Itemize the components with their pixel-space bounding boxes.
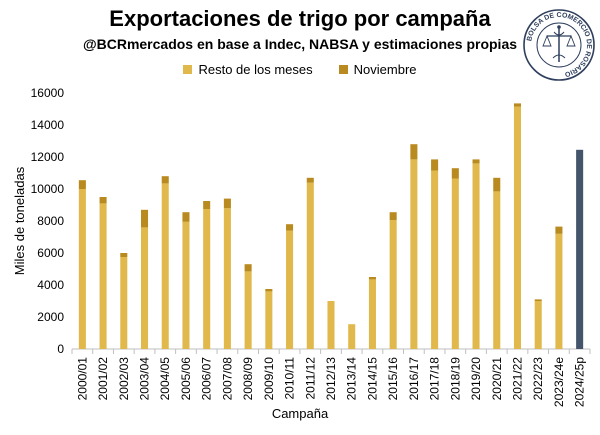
bar-resto	[534, 301, 542, 349]
y-tick-label: 0	[57, 342, 64, 356]
chart-subtitle: @BCRmercados en base a Indec, NABSA y es…	[82, 36, 518, 52]
bar-resto	[451, 178, 459, 349]
x-tick-label: 2021/22	[510, 357, 524, 401]
bar-noviembre	[244, 264, 252, 272]
x-tick-label: 2015/16	[386, 357, 400, 401]
bar-resto	[348, 324, 356, 349]
bar-noviembre	[513, 103, 522, 107]
bar-resto	[410, 159, 418, 349]
bar-resto	[203, 209, 211, 349]
bar-resto	[286, 230, 294, 349]
bar-resto	[306, 182, 314, 349]
bar-resto	[120, 257, 128, 349]
bar-resto	[99, 203, 107, 349]
legend-label-resto: Resto de los meses	[198, 62, 313, 77]
x-tick-label: 2020/21	[490, 357, 504, 401]
x-tick-label: 2007/08	[220, 357, 234, 401]
chart-title: Exportaciones de trigo por campaña	[109, 6, 491, 31]
y-axis-title: Miles de toneladas	[12, 166, 27, 275]
x-tick-label: 2012/13	[324, 357, 338, 401]
bar-noviembre	[120, 253, 128, 257]
y-tick-label: 4000	[37, 278, 64, 292]
bar-noviembre	[203, 201, 211, 209]
bar-resto	[182, 221, 190, 349]
x-tick-label: 2001/02	[96, 357, 110, 401]
x-tick-label: 2022/23	[531, 357, 545, 401]
x-tick-label: 2016/17	[407, 357, 421, 401]
y-tick-label: 8000	[37, 214, 64, 228]
x-tick-label: 2003/04	[138, 357, 152, 401]
bar-noviembre	[534, 299, 542, 301]
bar-resto	[555, 233, 563, 349]
legend-label-noviembre: Noviembre	[353, 62, 417, 77]
x-tick-label: 2009/10	[262, 357, 276, 401]
bar-resto	[472, 163, 480, 349]
bcr-seal-logo-icon: BOLSA DE COMERCIO DE ROSARIO	[523, 9, 595, 81]
y-tick-label: 12000	[31, 150, 65, 164]
bar-noviembre	[451, 168, 459, 179]
bar-resto	[78, 189, 86, 349]
x-axis-title: Campaña	[271, 406, 329, 421]
bar-resto	[513, 106, 522, 349]
chart-legend: Resto de los meses Noviembre	[0, 62, 600, 77]
x-tick-label: 2010/11	[283, 357, 297, 400]
bar-noviembre	[493, 177, 501, 192]
bar-resto	[223, 208, 231, 349]
bar-noviembre	[286, 224, 294, 231]
bar-noviembre	[555, 226, 563, 234]
y-tick-label: 14000	[31, 118, 65, 132]
bar-noviembre	[78, 180, 86, 189]
bar-resto	[431, 170, 439, 349]
x-tick-label: 2006/07	[200, 357, 214, 401]
bar-noviembre	[161, 176, 169, 184]
bar-noviembre	[265, 289, 273, 292]
bar-noviembre	[431, 159, 439, 171]
x-tick-label: 2011/12	[303, 357, 317, 400]
bar-noviembre	[223, 198, 231, 209]
bar-resto	[368, 279, 376, 349]
x-tick-label: 2002/03	[117, 357, 131, 401]
x-tick-label: 2017/18	[428, 357, 442, 401]
x-tick-label: 2005/06	[179, 357, 193, 401]
bar-noviembre	[306, 177, 314, 183]
x-tick-label: 2004/05	[158, 357, 172, 401]
bar-resto	[493, 191, 501, 349]
bar-noviembre	[140, 209, 149, 228]
bar-noviembre	[389, 212, 397, 221]
y-tick-label: 16000	[31, 86, 65, 100]
bar-noviembre	[99, 197, 107, 204]
x-tick-label: 2014/15	[365, 357, 379, 401]
bar-resto	[244, 271, 252, 349]
legend-item-resto: Resto de los meses	[183, 62, 313, 77]
x-tick-label: 2000/01	[75, 357, 89, 401]
x-tick-label: 2013/14	[345, 357, 359, 401]
y-tick-label: 2000	[37, 310, 64, 324]
legend-item-noviembre: Noviembre	[338, 62, 417, 77]
legend-swatch-resto	[183, 65, 193, 74]
x-tick-label: 2018/19	[448, 357, 462, 401]
bar-resto	[327, 301, 335, 349]
legend-swatch-noviembre	[338, 65, 348, 74]
y-tick-label: 6000	[37, 246, 64, 260]
y-tick-label: 10000	[31, 182, 65, 196]
bar-noviembre	[410, 144, 418, 160]
bar-resto	[161, 183, 169, 349]
x-tick-label: 2023/24e	[552, 357, 566, 407]
x-tick-label: 2019/20	[469, 357, 483, 401]
bar-resto	[389, 220, 397, 349]
x-tick-label: 2024/25p	[573, 357, 587, 407]
bar-projection	[576, 149, 584, 349]
bar-noviembre	[182, 212, 190, 222]
x-tick-label: 2008/09	[241, 357, 255, 401]
bar-resto	[265, 291, 273, 349]
bar-resto	[140, 227, 149, 349]
bar-noviembre	[368, 277, 376, 280]
bar-noviembre	[472, 159, 480, 164]
